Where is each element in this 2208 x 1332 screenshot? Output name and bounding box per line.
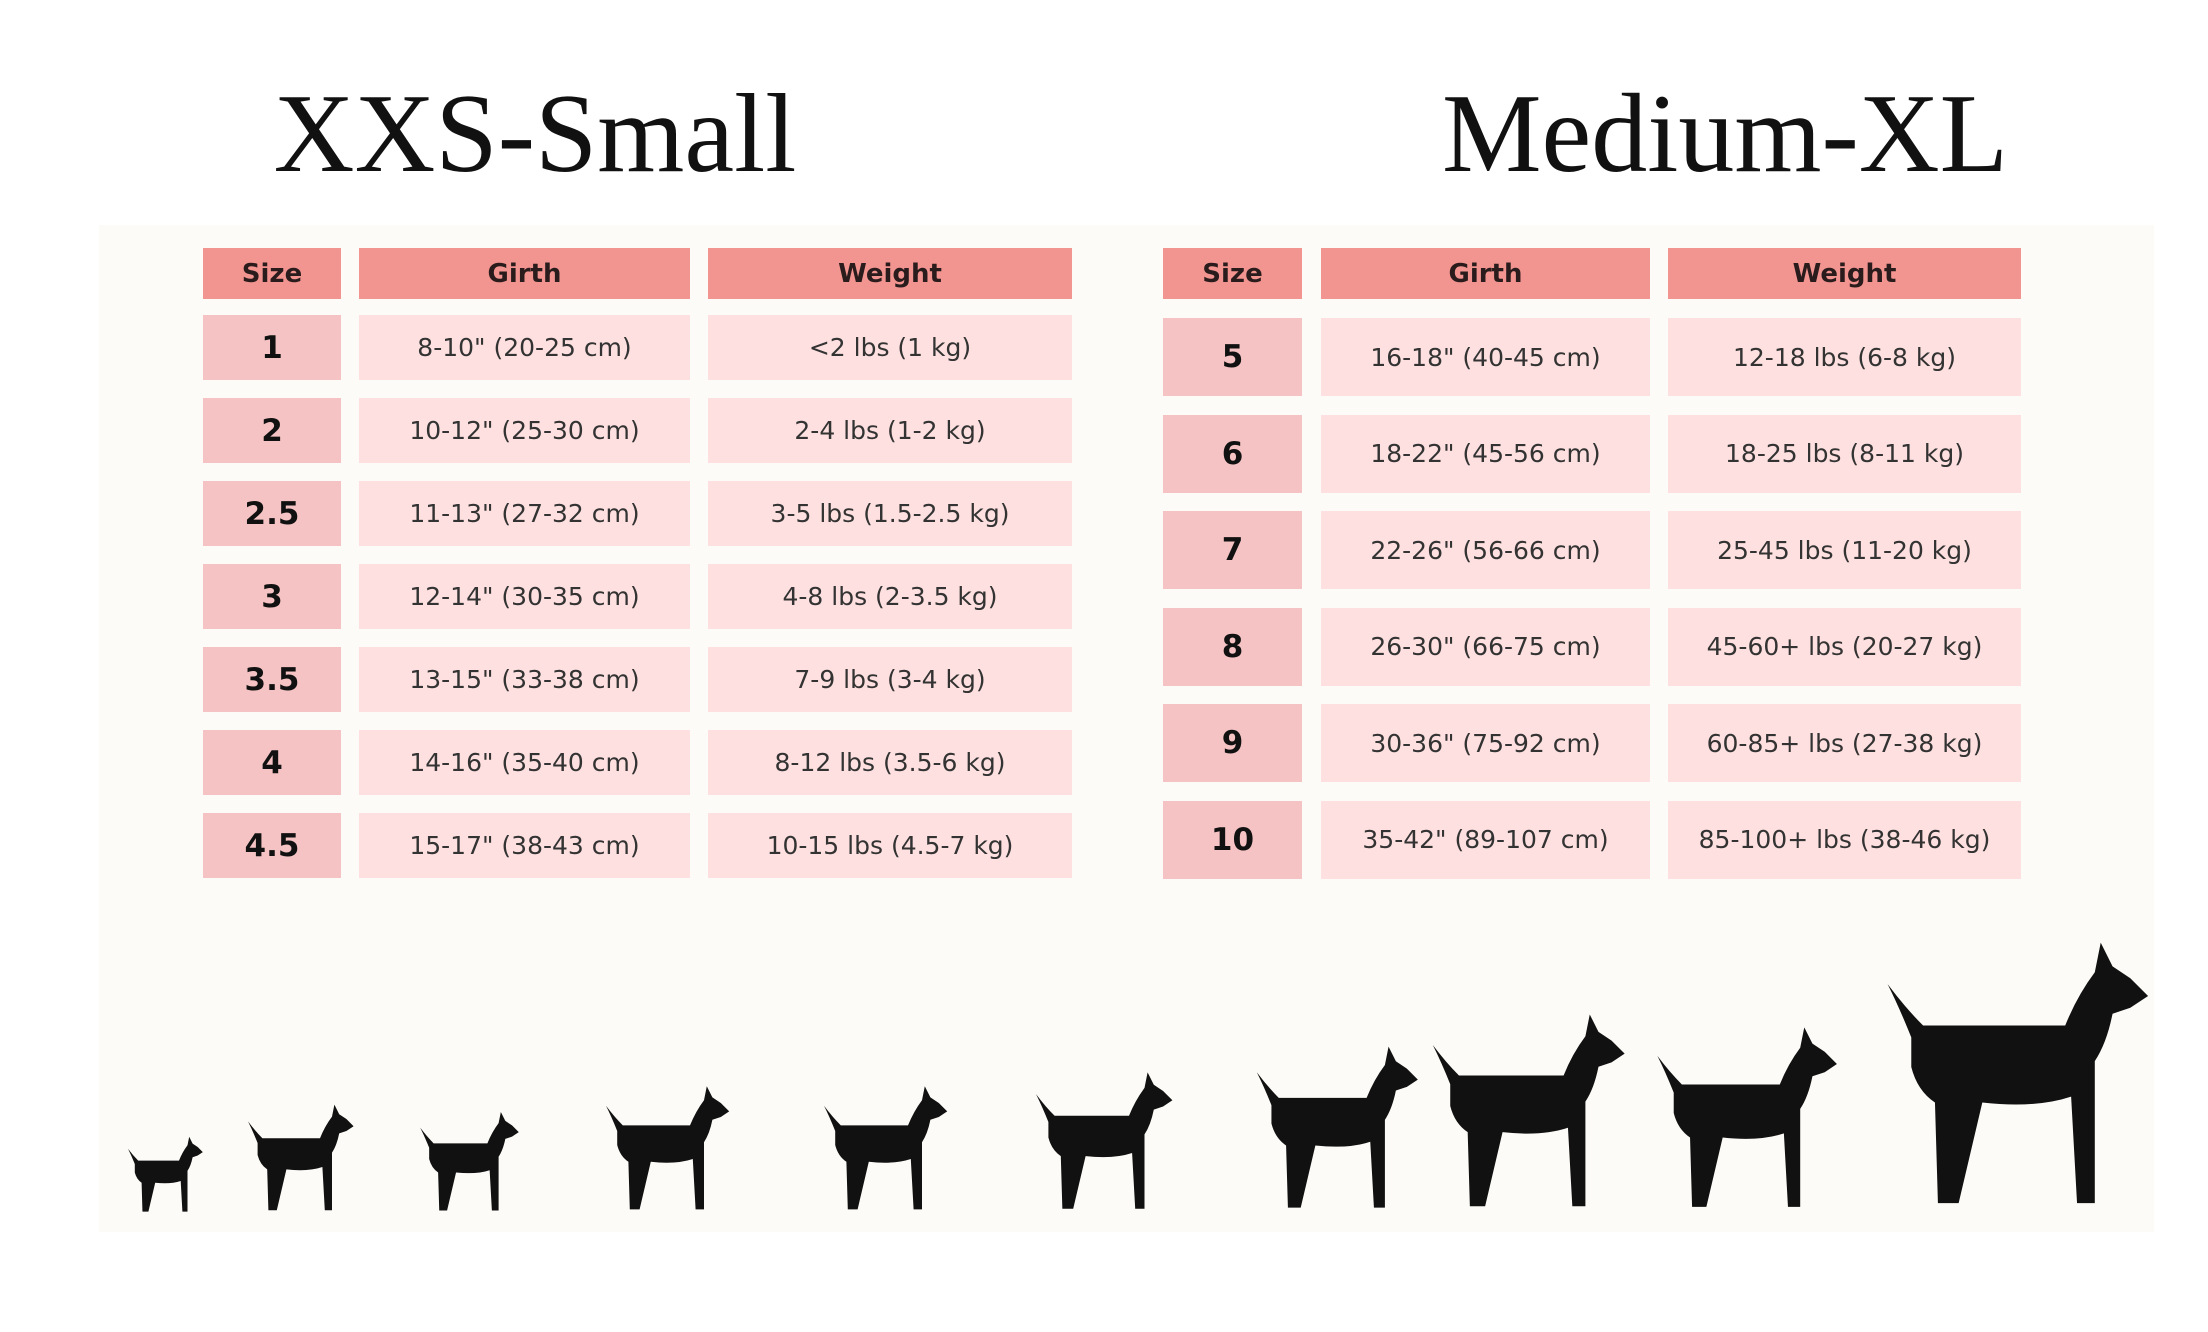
size-cell: 2.5: [203, 481, 341, 546]
value-cell: 11-13" (27-32 cm): [359, 481, 690, 546]
size-cell: 1: [203, 315, 341, 380]
dog-silhouette: [248, 1104, 354, 1211]
value-cell: 12-18 lbs (6-8 kg): [1668, 318, 2021, 396]
size-cell: 6: [1163, 414, 1302, 493]
value-cell: 60-85+ lbs (27-38 kg): [1668, 704, 2021, 782]
size-cell: 4: [203, 730, 341, 795]
size-cell: 10: [1163, 800, 1302, 879]
dog-silhouette: [1036, 1072, 1173, 1209]
size-cell: 7: [1163, 511, 1302, 589]
value-cell: 45-60+ lbs (20-27 kg): [1668, 607, 2021, 686]
header-cell: Weight: [708, 248, 1072, 299]
title: XXS-Small: [273, 72, 797, 196]
dog-silhouette: [420, 1111, 519, 1211]
size-cell: 8: [1163, 607, 1302, 686]
size-cell: 3: [203, 564, 341, 629]
header-cell: Weight: [1668, 248, 2021, 299]
value-cell: 15-17" (38-43 cm): [359, 813, 690, 878]
value-cell: 18-22" (45-56 cm): [1321, 414, 1650, 493]
value-cell: 3-5 lbs (1.5-2.5 kg): [708, 481, 1072, 546]
dog-silhouette: [128, 1136, 203, 1212]
size-cell: 5: [1163, 318, 1302, 396]
dog-silhouette: [1256, 1046, 1418, 1208]
value-cell: 8-12 lbs (3.5-6 kg): [708, 730, 1072, 795]
header-cell: Girth: [1321, 248, 1650, 299]
value-cell: 18-25 lbs (8-11 kg): [1668, 414, 2021, 493]
header-cell: Size: [1163, 248, 1302, 299]
value-cell: 26-30" (66-75 cm): [1321, 607, 1650, 686]
value-cell: 30-36" (75-92 cm): [1321, 704, 1650, 782]
header-cell: Girth: [359, 248, 690, 299]
title: Medium-XL: [1441, 72, 2009, 196]
value-cell: 85-100+ lbs (38-46 kg): [1668, 800, 2021, 879]
dog-silhouette: [1887, 942, 2149, 1204]
value-cell: 4-8 lbs (2-3.5 kg): [708, 564, 1072, 629]
value-cell: 13-15" (33-38 cm): [359, 647, 690, 712]
value-cell: 25-45 lbs (11-20 kg): [1668, 511, 2021, 589]
header-cell: Size: [203, 248, 341, 299]
dog-silhouette: [824, 1086, 948, 1210]
value-cell: 7-9 lbs (3-4 kg): [708, 647, 1072, 712]
value-cell: <2 lbs (1 kg): [708, 315, 1072, 380]
value-cell: 2-4 lbs (1-2 kg): [708, 398, 1072, 463]
value-cell: 12-14" (30-35 cm): [359, 564, 690, 629]
value-cell: 16-18" (40-45 cm): [1321, 318, 1650, 396]
value-cell: 22-26" (56-66 cm): [1321, 511, 1650, 589]
dog-silhouette: [1657, 1027, 1837, 1207]
dog-silhouette: [1432, 1014, 1625, 1207]
value-cell: 10-12" (25-30 cm): [359, 398, 690, 463]
size-cell: 2: [203, 398, 341, 463]
value-cell: 8-10" (20-25 cm): [359, 315, 690, 380]
value-cell: 10-15 lbs (4.5-7 kg): [708, 813, 1072, 878]
size-cell: 3.5: [203, 647, 341, 712]
value-cell: 14-16" (35-40 cm): [359, 730, 690, 795]
value-cell: 35-42" (89-107 cm): [1321, 800, 1650, 879]
size-cell: 4.5: [203, 813, 341, 878]
size-cell: 9: [1163, 704, 1302, 782]
dog-silhouette: [606, 1086, 730, 1210]
